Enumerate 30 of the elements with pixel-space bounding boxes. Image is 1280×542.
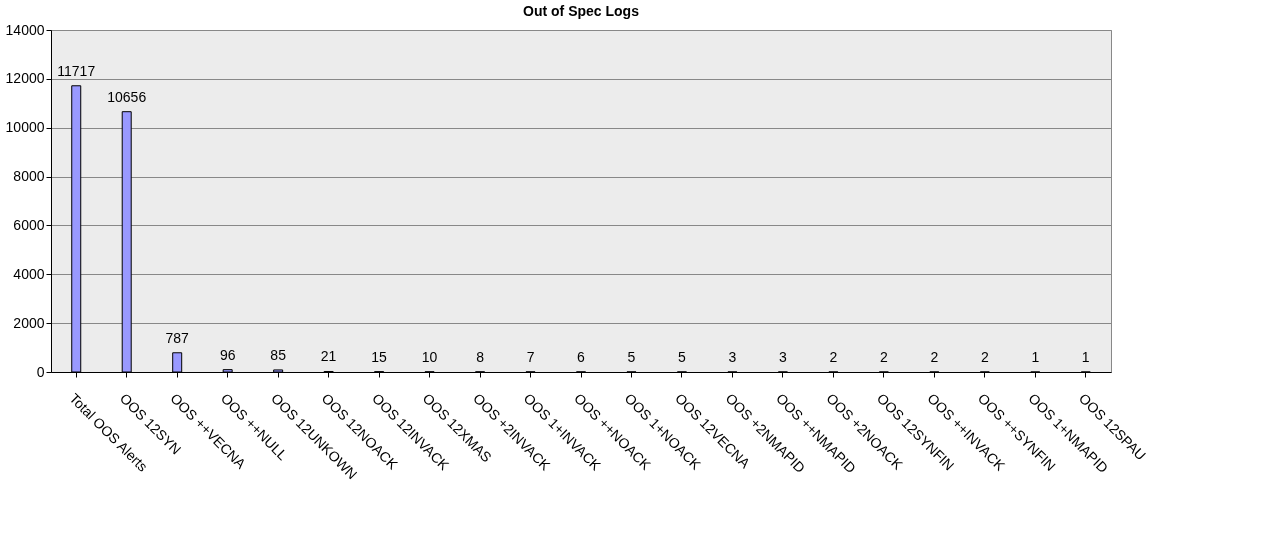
data-label: 6 [577,348,586,365]
data-label: 85 [270,346,287,363]
data-label: 3 [728,348,737,365]
data-label: 2 [980,348,989,365]
y-tick-label: 10000 [5,119,45,136]
data-label: 15 [371,348,388,365]
data-label: 2 [879,348,888,365]
y-tick-label: 8000 [13,168,45,185]
y-tick-label: 4000 [13,265,45,282]
data-label: 2 [829,348,838,365]
data-label: 3 [779,348,788,365]
data-label: 787 [165,329,190,346]
data-label: 1 [1081,348,1090,365]
y-tick-label: 14000 [5,21,45,38]
data-label: 10656 [107,88,147,105]
y-tick-label: 12000 [5,70,45,87]
y-tick-label: 2000 [13,314,45,331]
data-label: 11717 [57,62,96,79]
data-label: 96 [219,346,236,363]
data-label: 7 [526,348,535,365]
data-label: 1 [1031,348,1040,365]
data-label: 5 [627,348,636,365]
data-label: 2 [930,348,939,365]
y-tick-label: 0 [36,363,45,380]
data-label: 5 [678,348,687,365]
y-tick-label: 6000 [13,216,45,233]
chart-title: Out of Spec Logs [523,3,640,19]
data-label: 10 [421,348,438,365]
data-label: 8 [476,348,485,365]
data-label: 21 [320,348,337,365]
